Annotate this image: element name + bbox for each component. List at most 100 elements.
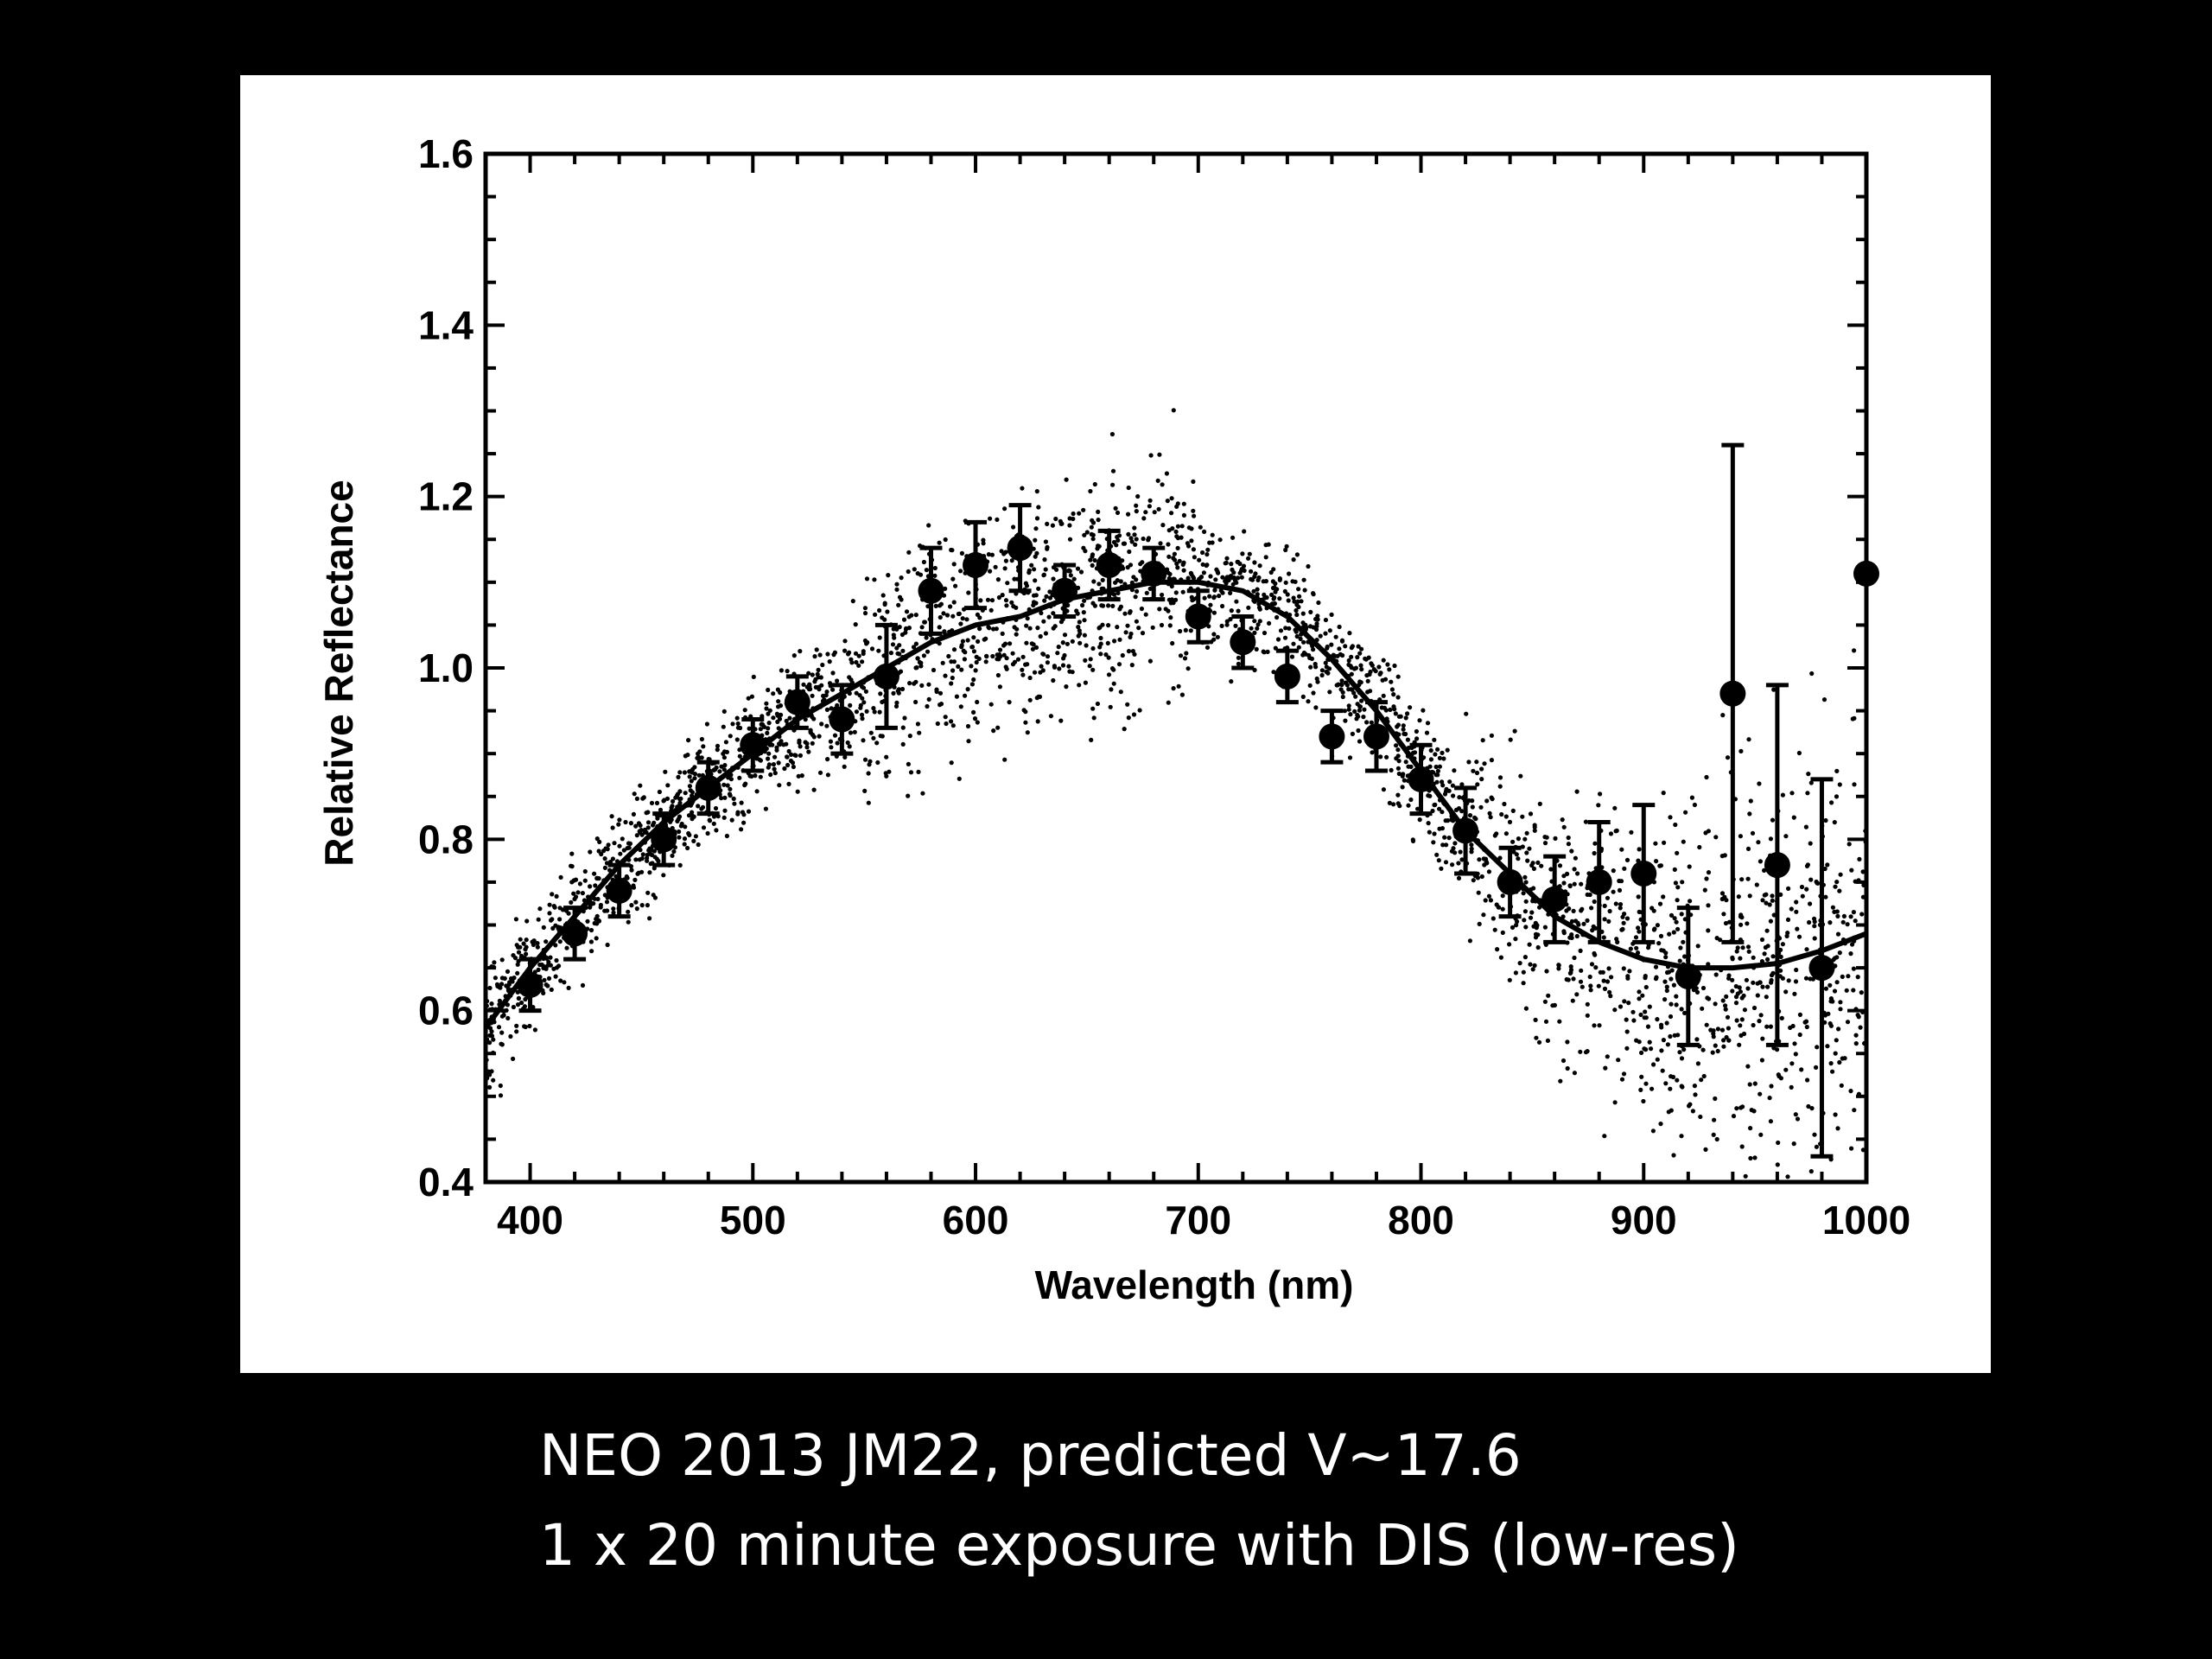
raw-scatter-point — [766, 765, 771, 770]
raw-scatter-point — [1081, 507, 1086, 512]
raw-scatter-point — [978, 598, 983, 603]
raw-scatter-point — [885, 609, 890, 614]
binned-data-point — [651, 826, 677, 853]
raw-scatter-point — [997, 684, 1002, 690]
raw-scatter-point — [1432, 831, 1437, 836]
raw-scatter-point — [1410, 750, 1416, 755]
raw-scatter-point — [1128, 536, 1134, 541]
raw-scatter-point — [779, 712, 784, 718]
raw-scatter-point — [594, 936, 599, 941]
raw-scatter-point — [1294, 552, 1300, 557]
raw-scatter-point — [1159, 622, 1165, 628]
binned-data-point — [1274, 663, 1300, 690]
raw-scatter-point — [1852, 782, 1857, 787]
raw-scatter-point — [1301, 577, 1306, 582]
raw-scatter-point — [1800, 893, 1805, 899]
raw-scatter-point — [661, 873, 666, 878]
raw-scatter-point — [1262, 650, 1267, 655]
raw-scatter-point — [1514, 923, 1519, 928]
raw-scatter-point — [562, 980, 567, 985]
raw-scatter-point — [902, 715, 907, 721]
raw-scatter-point — [803, 717, 808, 722]
raw-scatter-point — [505, 1015, 511, 1020]
raw-scatter-point — [1720, 713, 1726, 718]
raw-scatter-point — [688, 788, 693, 793]
raw-scatter-point — [1784, 933, 1789, 938]
y-tick-label: 0.4 — [418, 1160, 474, 1205]
raw-scatter-point — [1834, 909, 1840, 914]
raw-scatter-point — [909, 613, 914, 618]
raw-scatter-point — [847, 650, 852, 655]
raw-scatter-point — [1758, 980, 1763, 985]
raw-scatter-point — [1042, 557, 1047, 563]
raw-scatter-point — [1860, 869, 1866, 874]
raw-scatter-point — [1791, 1141, 1796, 1147]
raw-scatter-point — [487, 985, 493, 991]
raw-scatter-point — [1628, 946, 1633, 951]
raw-scatter-point — [1841, 913, 1847, 918]
raw-scatter-point — [758, 774, 763, 779]
raw-scatter-point — [1363, 657, 1369, 662]
raw-scatter-point — [1192, 513, 1197, 518]
raw-scatter-point — [1082, 632, 1087, 638]
raw-scatter-point — [1118, 579, 1123, 584]
raw-scatter-point — [975, 699, 980, 705]
raw-scatter-point — [1567, 906, 1572, 912]
raw-scatter-point — [1769, 1084, 1774, 1089]
raw-scatter-point — [1012, 625, 1017, 630]
raw-scatter-point — [1542, 841, 1548, 846]
raw-scatter-point — [1572, 867, 1577, 872]
raw-scatter-point — [1163, 607, 1168, 612]
raw-scatter-point — [487, 1084, 493, 1090]
raw-scatter-point — [825, 757, 830, 762]
raw-scatter-point — [1396, 759, 1402, 764]
raw-scatter-point — [1220, 575, 1225, 580]
raw-scatter-point — [1265, 649, 1270, 655]
raw-scatter-point — [1356, 644, 1361, 649]
raw-scatter-point — [1851, 966, 1856, 971]
raw-scatter-point — [524, 951, 529, 957]
raw-scatter-point — [1181, 568, 1186, 573]
raw-scatter-point — [1809, 671, 1815, 677]
raw-scatter-point — [1215, 634, 1220, 639]
raw-scatter-point — [1796, 750, 1802, 756]
raw-scatter-point — [1652, 926, 1657, 931]
raw-scatter-point — [858, 705, 863, 710]
raw-scatter-point — [1359, 698, 1364, 703]
raw-scatter-point — [1674, 1002, 1679, 1007]
raw-scatter-point — [1620, 914, 1625, 919]
raw-scatter-point — [1223, 561, 1228, 566]
raw-scatter-point — [625, 846, 630, 851]
raw-scatter-point — [1833, 956, 1838, 961]
raw-scatter-point — [539, 962, 544, 968]
raw-scatter-point — [1067, 523, 1072, 528]
raw-scatter-point — [1191, 479, 1196, 484]
raw-scatter-point — [1160, 482, 1165, 487]
raw-scatter-point — [959, 550, 964, 556]
raw-scatter-point — [682, 842, 687, 847]
raw-scatter-point — [1071, 516, 1076, 522]
y-axis-title: Relative Reflectance — [316, 480, 361, 866]
raw-scatter-point — [1522, 918, 1527, 923]
raw-scatter-point — [1373, 669, 1378, 674]
raw-scatter-point — [1510, 925, 1516, 930]
raw-scatter-point — [785, 762, 791, 768]
raw-scatter-point — [1633, 935, 1639, 940]
raw-scatter-point — [1703, 830, 1708, 836]
raw-scatter-point — [1758, 1132, 1764, 1137]
raw-scatter-point — [1657, 863, 1662, 868]
raw-scatter-point — [1451, 846, 1456, 851]
raw-scatter-point — [1516, 836, 1521, 842]
raw-scatter-point — [1046, 614, 1052, 620]
raw-scatter-point — [969, 664, 974, 669]
raw-scatter-point — [1640, 993, 1645, 998]
raw-scatter-point — [1249, 569, 1254, 574]
raw-scatter-point — [1370, 750, 1375, 755]
raw-scatter-point — [1029, 641, 1034, 646]
raw-scatter-point — [655, 816, 660, 821]
raw-scatter-point — [1524, 850, 1529, 855]
raw-scatter-point — [933, 603, 938, 609]
raw-scatter-point — [1234, 580, 1239, 585]
binned-data-point — [1319, 723, 1345, 750]
raw-scatter-point — [788, 758, 794, 764]
